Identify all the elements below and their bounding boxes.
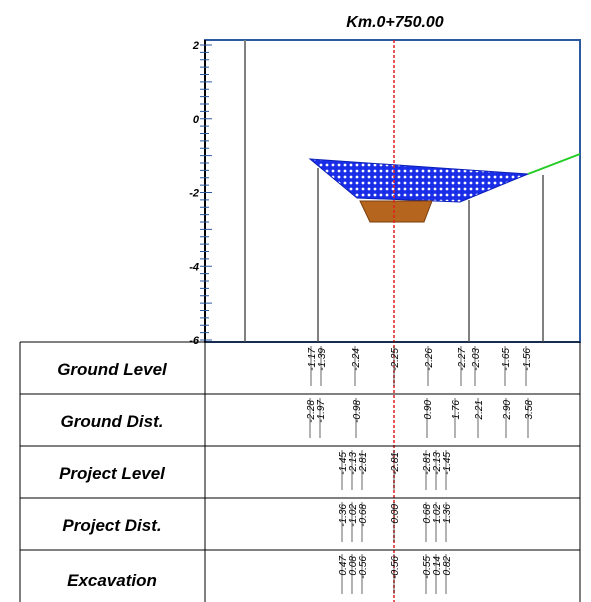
table-value: -2.25 bbox=[390, 348, 401, 371]
table-value: -1.45 bbox=[338, 452, 349, 475]
table-value: -2.81 bbox=[390, 452, 401, 475]
y-tick-label: -2 bbox=[189, 188, 199, 200]
table-value: -2.81 bbox=[358, 452, 369, 475]
table-value: -0.55 bbox=[422, 556, 433, 579]
table-value: -1.65 bbox=[501, 348, 512, 371]
table-value: -1.17 bbox=[307, 348, 318, 371]
table-value: 2.21 bbox=[474, 400, 485, 420]
y-axis: 2 0 -2 -4 -6 bbox=[189, 40, 212, 347]
table-value: -1.39 bbox=[317, 348, 328, 371]
table-value: 0.68 bbox=[422, 504, 433, 524]
y-tick-label: 2 bbox=[192, 40, 199, 52]
table-value: 0.90 bbox=[423, 400, 434, 420]
table-value: -1.45 bbox=[442, 452, 453, 475]
row-label-project-level: Project Level bbox=[59, 464, 166, 483]
table-value: 0.82 bbox=[442, 556, 453, 576]
data-table: Ground Level Ground Dist. Project Level … bbox=[19, 341, 581, 602]
terrain-line bbox=[527, 153, 581, 175]
table-value: -2.28 bbox=[306, 400, 317, 423]
table-value: -2.81 bbox=[422, 452, 433, 475]
table-value: -1.36 bbox=[338, 504, 349, 527]
table-value: -1.97 bbox=[316, 400, 327, 423]
cut-section bbox=[359, 200, 433, 223]
row-label-ground-dist: Ground Dist. bbox=[61, 412, 164, 431]
fill-section bbox=[308, 158, 529, 203]
table-value: -0.56 bbox=[358, 556, 369, 579]
table-value: 0.00 bbox=[390, 504, 401, 524]
table-value: -0.56 bbox=[390, 556, 401, 579]
table-value: -2.13 bbox=[432, 452, 443, 475]
table-value: 1.36 bbox=[442, 504, 453, 524]
table-value: -2.26 bbox=[424, 348, 435, 371]
table-value: 0.47 bbox=[338, 556, 349, 576]
table-value: -2.13 bbox=[348, 452, 359, 475]
row-label-excavation: Excavation bbox=[67, 571, 157, 590]
section-title: Km.0+750.00 bbox=[346, 14, 444, 31]
row-label-ground-level: Ground Level bbox=[57, 360, 168, 379]
table-value: -1.56 bbox=[522, 348, 533, 371]
y-tick-label: -4 bbox=[189, 261, 199, 273]
table-value: 2.90 bbox=[502, 400, 513, 421]
table-value: -2.03 bbox=[471, 348, 482, 371]
table-value: 3.58 bbox=[524, 400, 535, 420]
table-value: 0.14 bbox=[432, 556, 443, 576]
table-value: -2.24 bbox=[351, 348, 362, 371]
y-tick-label: -6 bbox=[189, 335, 200, 347]
row-label-project-dist: Project Dist. bbox=[62, 516, 161, 535]
table-value: -0.98 bbox=[352, 400, 363, 423]
y-tick-label: 0 bbox=[193, 114, 200, 126]
table-value: 1.02 bbox=[432, 504, 443, 524]
table-value: -2.27 bbox=[457, 348, 468, 371]
table-value: 0.08 bbox=[348, 556, 359, 576]
station-gridlines bbox=[244, 40, 544, 342]
table-value: -0.68 bbox=[358, 504, 369, 527]
table-value: 1.76 bbox=[451, 400, 462, 420]
table-value: -1.02 bbox=[348, 504, 359, 527]
